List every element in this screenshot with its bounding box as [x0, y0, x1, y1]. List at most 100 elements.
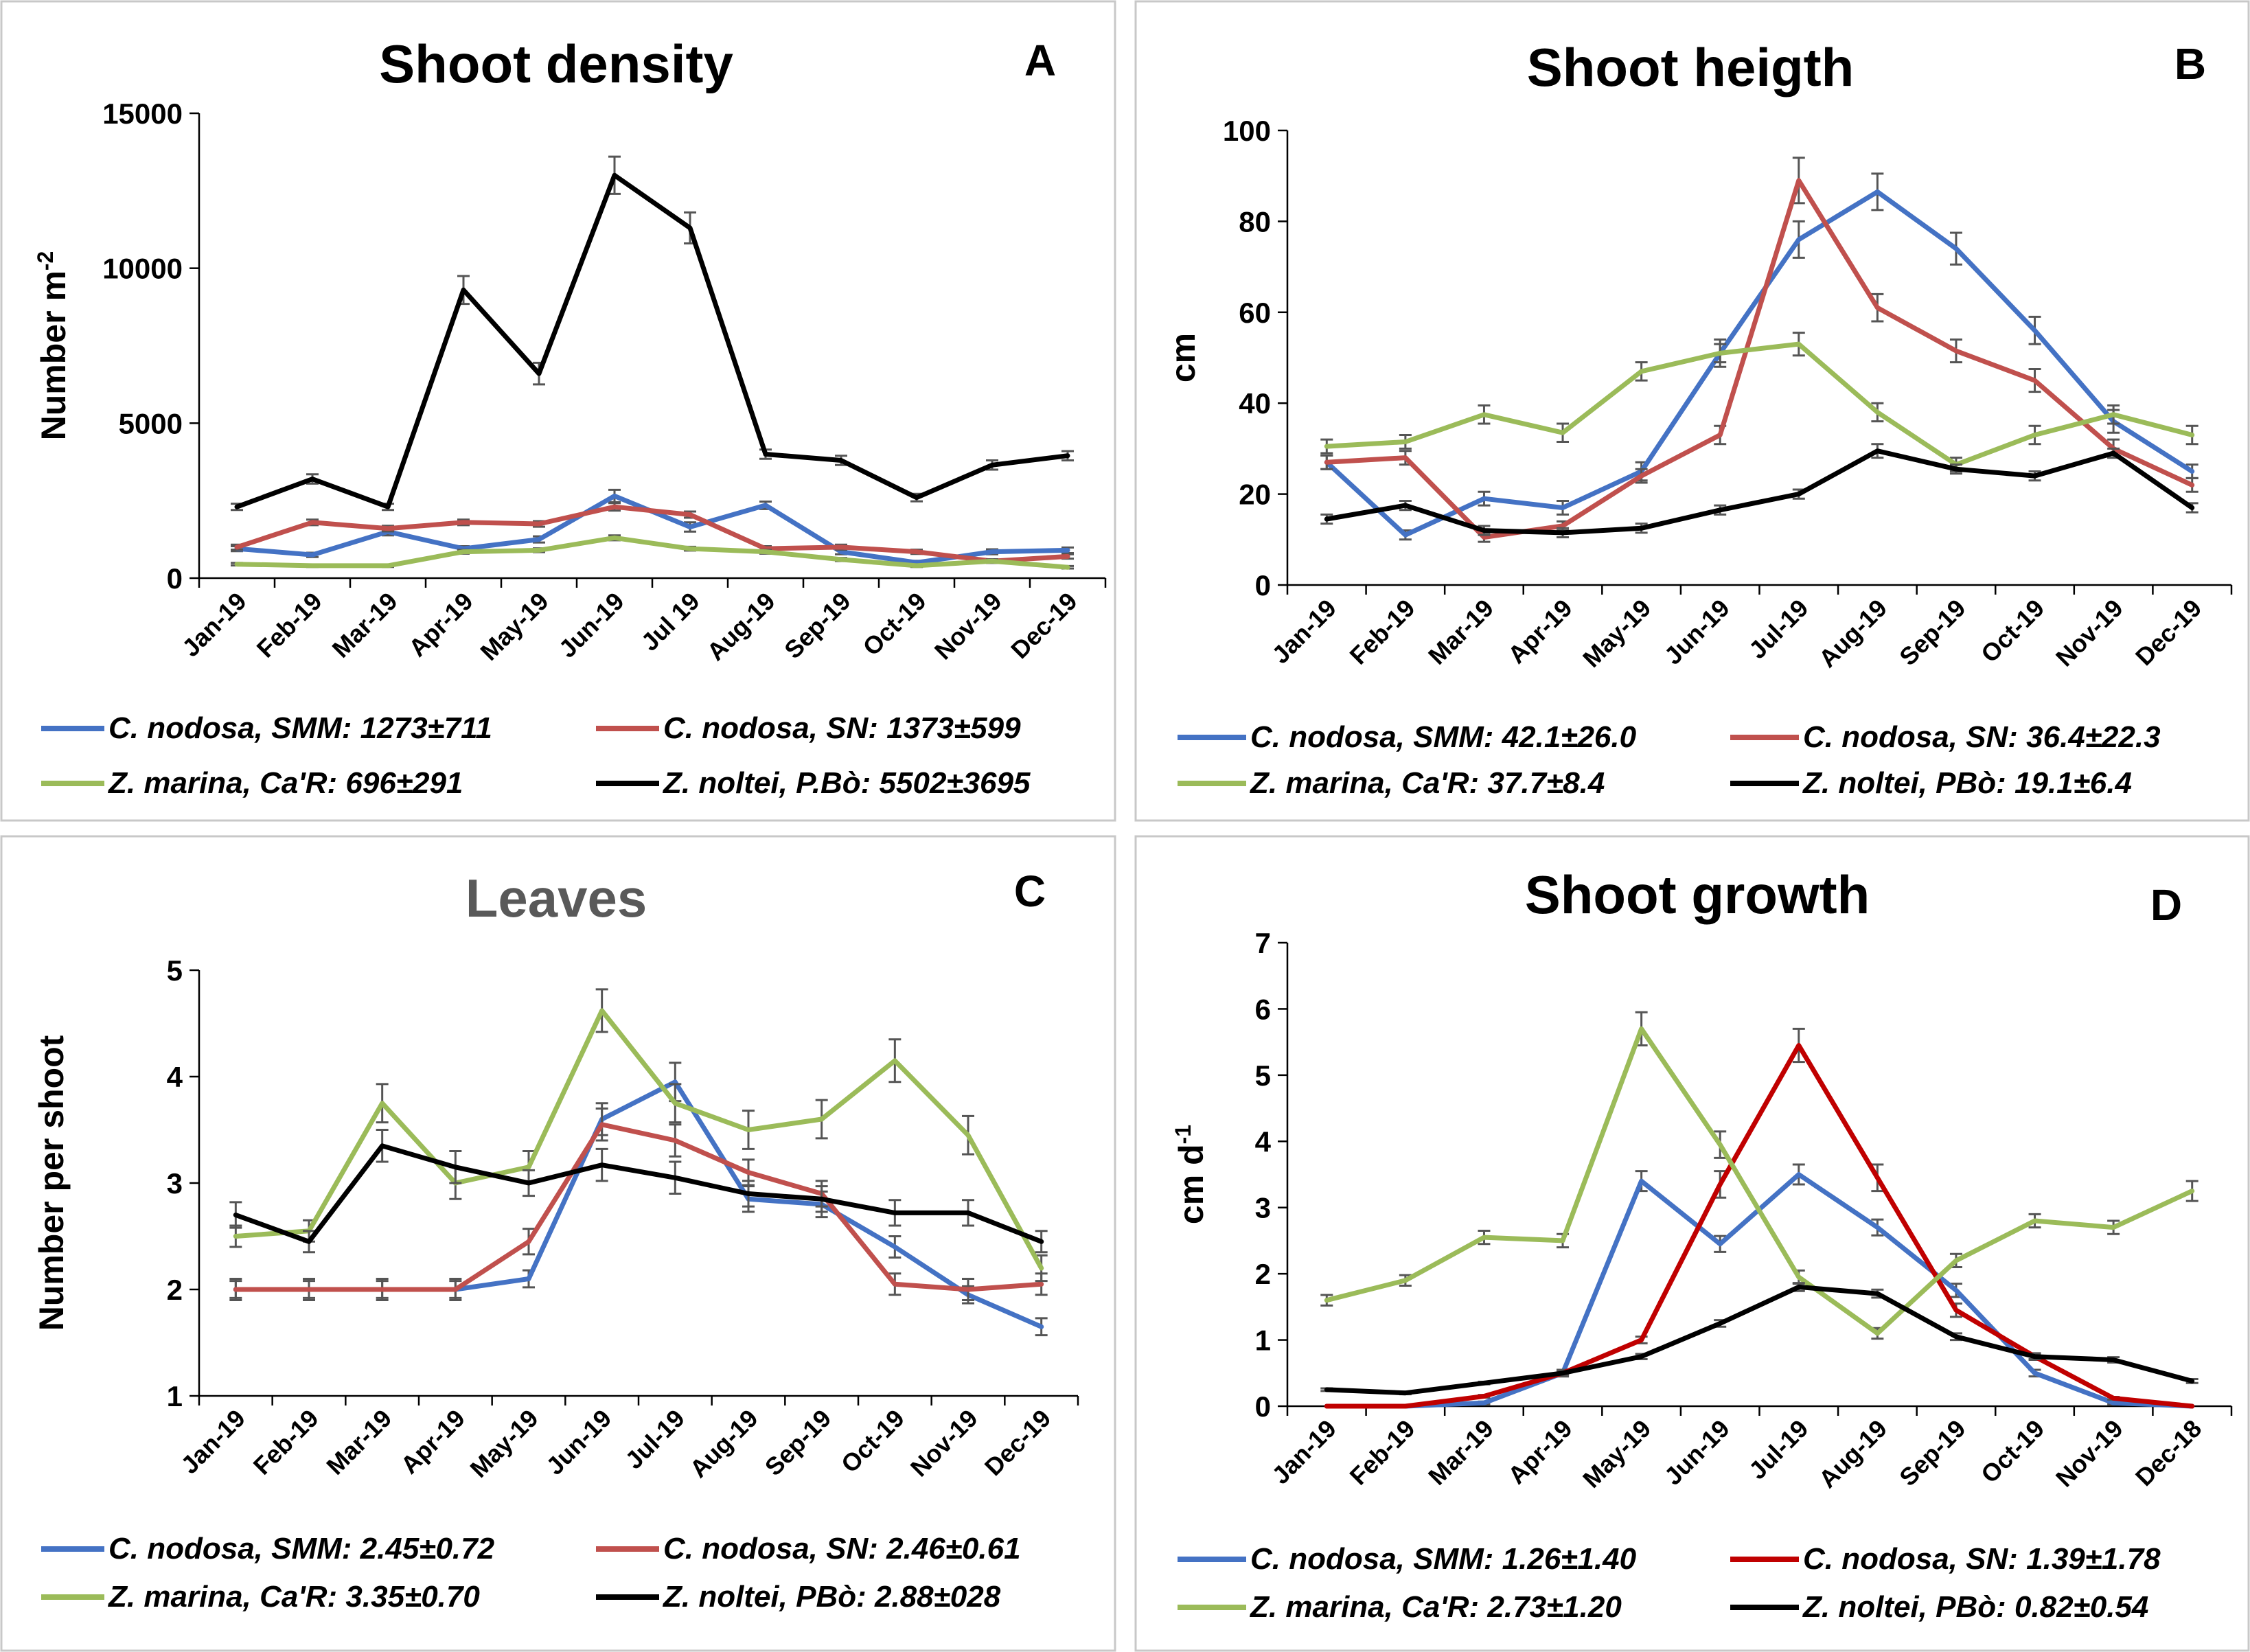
data-point — [764, 452, 768, 457]
data-point — [307, 1239, 311, 1244]
data-point — [461, 520, 466, 525]
legend-label: Z. noltei, PBò: 2.88±028 — [662, 1580, 1001, 1614]
data-point — [746, 1127, 750, 1132]
legend-label: Z. noltei, PBò: 0.82±0.54 — [1802, 1590, 2148, 1624]
data-point — [1561, 431, 1565, 435]
series-z-marina-ca-r — [229, 988, 1048, 1283]
legend-item: C. nodosa, SMM: 2.45±0.72 — [41, 1532, 495, 1565]
data-point — [2032, 474, 2037, 479]
chart-title: Leaves — [466, 868, 647, 928]
data-point — [746, 1191, 750, 1196]
y-tick-label: 6 — [1255, 993, 1271, 1025]
data-point — [1953, 467, 1958, 472]
legend-label: Z. noltei, P.Bò: 5502±3695 — [662, 766, 1031, 800]
data-point — [612, 173, 617, 178]
y-tick-label: 1 — [1255, 1324, 1271, 1357]
y-tick-label: 10000 — [102, 253, 183, 285]
data-point — [2190, 505, 2194, 510]
legend-label: Z. noltei, PBò: 19.1±6.4 — [1802, 766, 2132, 800]
data-point — [461, 288, 466, 292]
legend-item: Z. marina, Ca'R: 37.7±8.4 — [1178, 766, 1605, 800]
data-point — [1875, 1331, 1880, 1335]
data-point — [1796, 342, 1801, 347]
data-point — [688, 525, 692, 529]
legend-item: C. nodosa, SMM: 42.1±26.0 — [1178, 720, 1637, 754]
y-tick-label: 3 — [1255, 1192, 1271, 1224]
data-point — [1403, 503, 1408, 508]
data-point — [310, 553, 314, 558]
data-point — [527, 1276, 531, 1281]
panel-frame — [1134, 0, 2250, 822]
chart-title: Shoot density — [379, 34, 733, 94]
series-line — [234, 535, 1070, 570]
data-point — [1066, 548, 1070, 553]
data-point — [2111, 412, 2116, 417]
data-point — [1639, 1179, 1644, 1184]
y-axis-label-superscript: -2 — [33, 251, 58, 271]
data-point — [599, 1008, 604, 1013]
data-point — [688, 547, 692, 551]
series-line — [234, 504, 1070, 564]
data-point — [1796, 1285, 1801, 1289]
data-point — [1403, 439, 1408, 444]
data-point — [819, 1197, 824, 1202]
data-point — [1718, 507, 1723, 512]
data-point — [990, 549, 994, 554]
series-line — [1324, 448, 2195, 536]
data-point — [1953, 1288, 1958, 1293]
data-point — [2190, 469, 2194, 474]
y-tick-label: 4 — [1255, 1125, 1272, 1158]
data-point — [537, 548, 541, 553]
legend-item: Z. noltei, P.Bò: 5502±3695 — [596, 766, 1031, 800]
y-tick-label: 5000 — [119, 407, 183, 439]
panel-letter: B — [2174, 39, 2206, 89]
data-point — [1953, 1308, 1958, 1313]
data-point — [1403, 1404, 1408, 1408]
data-point — [1875, 306, 1880, 310]
data-point — [764, 503, 768, 507]
data-point — [380, 1143, 384, 1148]
data-point — [1718, 433, 1723, 437]
data-point — [310, 520, 314, 525]
data-point — [386, 526, 390, 531]
data-point — [310, 563, 314, 568]
legend-item: C. nodosa, SN: 1373±599 — [596, 711, 1021, 745]
legend-label: Z. marina, Ca'R: 37.7±8.4 — [1249, 766, 1605, 800]
data-point — [839, 557, 843, 562]
data-point — [1482, 496, 1486, 501]
y-tick-label: 5 — [167, 954, 183, 987]
y-tick-label: 60 — [1239, 297, 1271, 329]
data-point — [915, 549, 919, 554]
data-point — [233, 1287, 238, 1292]
legend-item: C. nodosa, SN: 2.46±0.61 — [596, 1532, 1021, 1565]
data-point — [2032, 328, 2037, 333]
data-point — [1482, 528, 1486, 533]
data-point — [1482, 1381, 1486, 1386]
data-point — [1796, 1043, 1801, 1048]
y-tick-label: 2 — [1255, 1258, 1271, 1290]
legend-label: Z. marina, Ca'R: 2.73±1.20 — [1249, 1590, 1622, 1624]
y-tick-label: 0 — [167, 562, 183, 595]
panel-c: Leaves C12345Jan-19Feb-19Mar-19Apr-19May-… — [0, 835, 1116, 1652]
legend-label: C. nodosa, SMM: 42.1±26.0 — [1250, 720, 1637, 754]
series-z-noltei-pb — [1320, 443, 2199, 538]
data-point — [1875, 410, 1880, 415]
data-point — [2190, 433, 2194, 437]
data-point — [1796, 492, 1801, 496]
y-tick-label: 0 — [1255, 1390, 1271, 1423]
data-point — [990, 559, 994, 564]
data-point — [1482, 1401, 1486, 1406]
data-point — [2111, 1401, 2116, 1406]
series-z-noltei-pb — [1320, 1282, 2199, 1396]
data-point — [599, 1162, 604, 1167]
series-line — [233, 1143, 1044, 1244]
data-point — [893, 1058, 897, 1063]
data-point — [527, 1165, 531, 1169]
data-point — [893, 1245, 897, 1249]
series-line — [233, 1008, 1044, 1271]
data-point — [453, 1165, 458, 1169]
legend-label: Z. marina, Ca'R: 3.35±0.70 — [107, 1580, 480, 1614]
